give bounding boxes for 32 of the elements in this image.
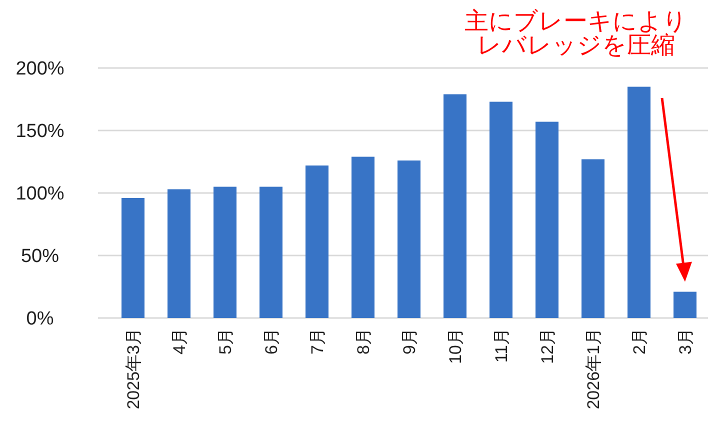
bar	[260, 186, 282, 318]
text: レバレッジを圧縮	[477, 32, 675, 59]
bar	[398, 160, 420, 318]
bar	[214, 186, 236, 318]
x-tick-label: 3月	[676, 328, 695, 354]
x-tick-label: 9月	[400, 328, 419, 354]
x-tick-label: 2月	[630, 328, 649, 354]
x-tick-label: 4月	[170, 328, 189, 354]
bar	[306, 166, 328, 318]
bar	[674, 292, 696, 318]
bar	[628, 86, 650, 318]
bar	[352, 156, 374, 318]
y-tick-label: 200%	[16, 58, 64, 80]
bar	[536, 122, 558, 318]
y-tick-label: 0%	[26, 308, 54, 330]
y-tick-label: 50%	[20, 246, 60, 268]
x-tick-label: 8月	[354, 328, 373, 354]
x-tick-label: 11月	[492, 328, 511, 363]
x-tick-label: 10月	[446, 328, 465, 364]
x-tick-label: 5月	[216, 328, 235, 354]
bar	[490, 102, 512, 318]
x-tick-label: 12月	[538, 328, 557, 364]
y-tick-label: 100%	[16, 184, 64, 205]
x-tick-label: 6月	[262, 328, 281, 354]
bar	[582, 159, 604, 318]
y-tick-label: 150%	[16, 121, 64, 142]
bar	[444, 94, 466, 318]
bar	[168, 189, 190, 318]
x-tick-label: 2026年1月	[584, 328, 603, 410]
x-tick-label: 7月	[308, 328, 327, 354]
x-tick-label: 2025年3月	[124, 328, 143, 410]
bar	[122, 198, 144, 318]
